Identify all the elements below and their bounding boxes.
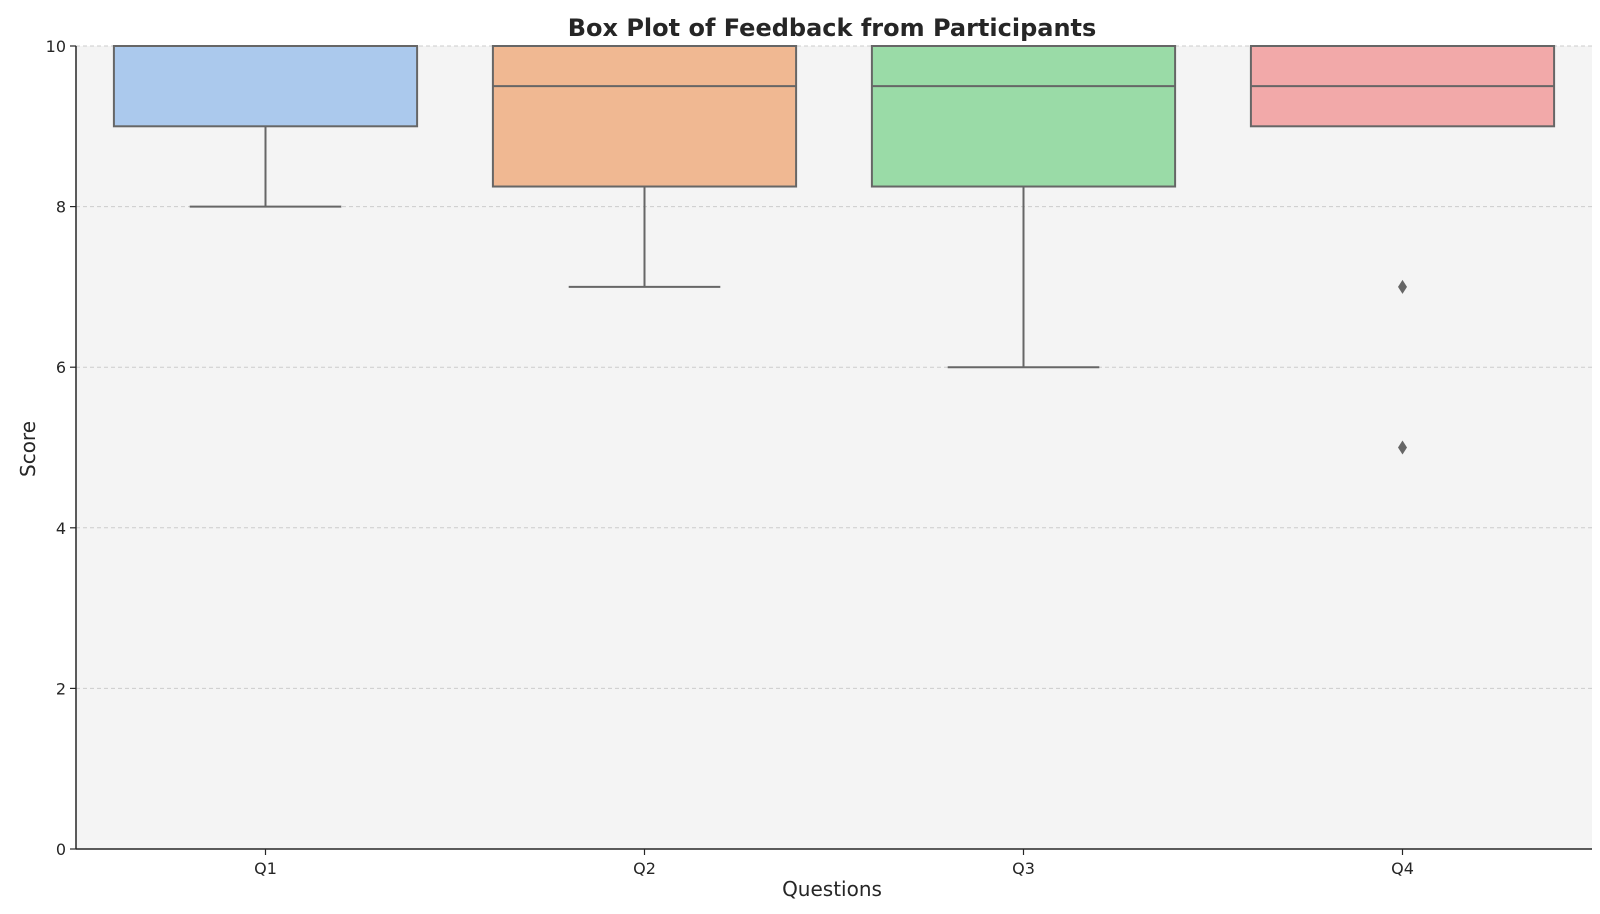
y-tick-label: 0 [56, 840, 66, 859]
y-tick-label: 4 [56, 519, 66, 538]
x-axis-label: Questions [782, 877, 882, 901]
box-q3 [870, 45, 1177, 369]
box-q1 [112, 45, 419, 208]
x-tick-label: Q3 [1012, 859, 1035, 878]
y-tick-label: 2 [56, 679, 66, 698]
box-body [870, 45, 1177, 188]
y-tick-label: 6 [56, 358, 66, 377]
axes: 0 2 4 6 8 10 Q1 Q2 Q3 Q4 [46, 37, 1592, 878]
x-tick-label: Q4 [1391, 859, 1414, 878]
box-body [491, 45, 798, 188]
box-q4 [1249, 45, 1556, 455]
x-tick-label: Q2 [633, 859, 656, 878]
y-tick-label: 8 [56, 198, 66, 217]
y-tick-label: 10 [46, 37, 66, 56]
box-body [112, 45, 419, 128]
plot-background [76, 46, 1592, 849]
box-q2 [491, 45, 798, 288]
outlier-point [1398, 440, 1407, 455]
outlier-point [1398, 279, 1407, 294]
boxes [112, 45, 1556, 455]
y-axis-label: Score [16, 421, 40, 477]
chart-title: Box Plot of Feedback from Participants [568, 14, 1097, 42]
x-tick-label: Q1 [254, 859, 277, 878]
